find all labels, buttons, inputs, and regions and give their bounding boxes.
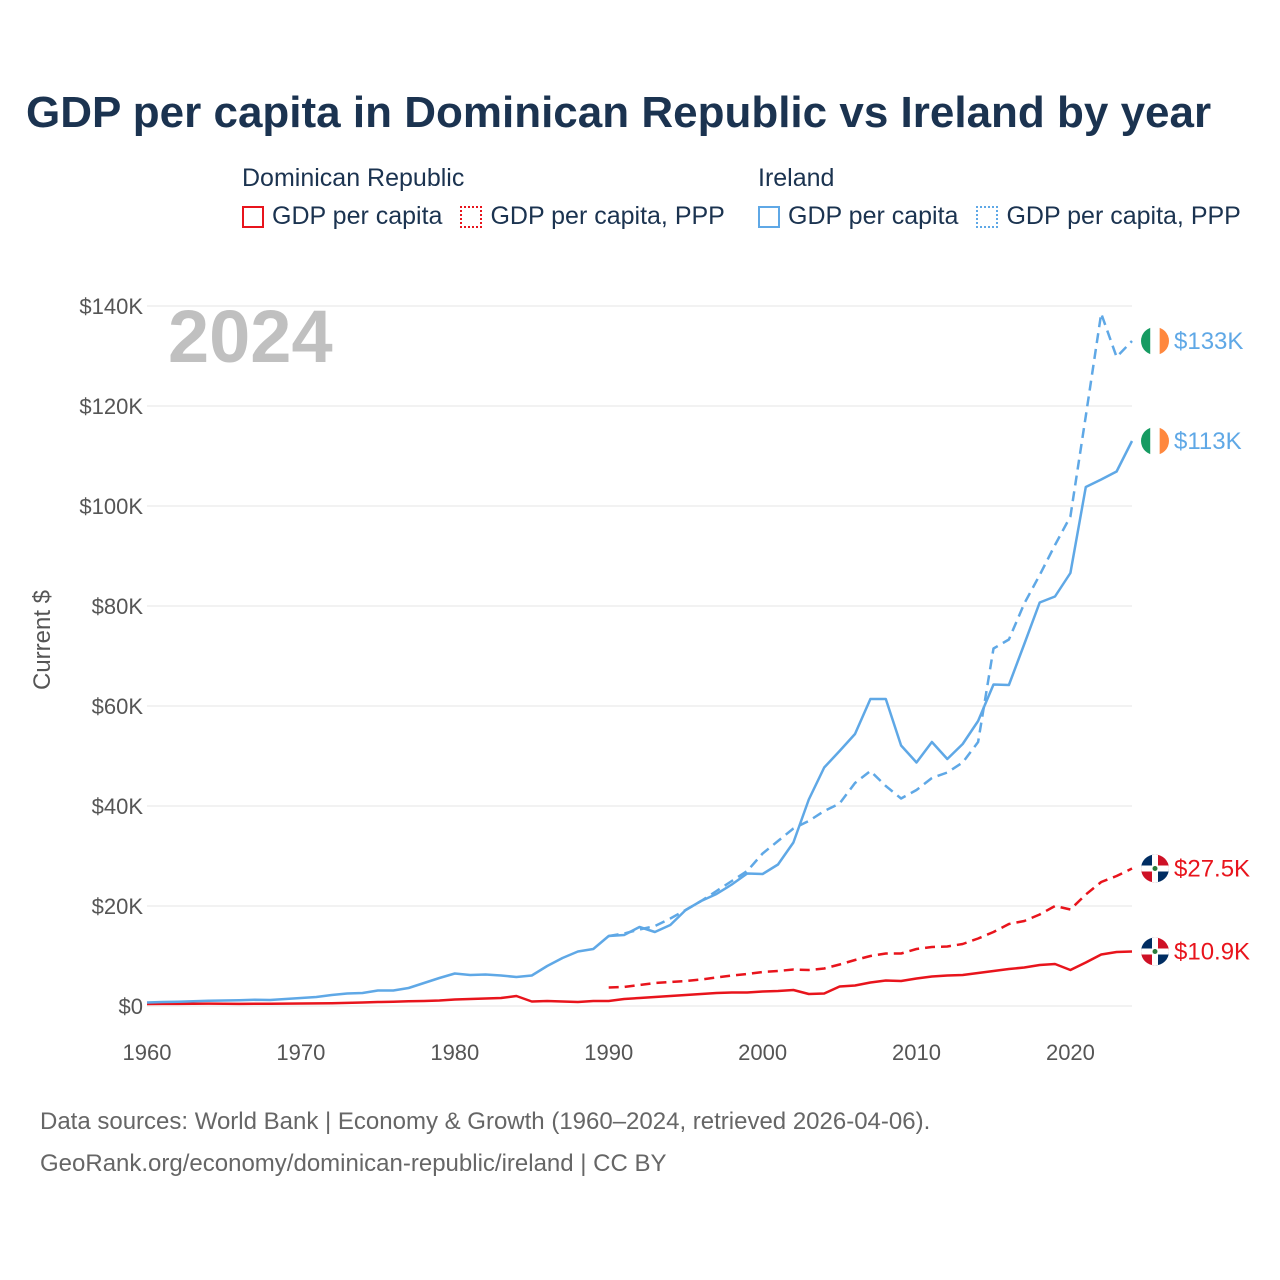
legend-item-ie-gdp[interactable]: GDP per capita xyxy=(758,202,958,231)
legend-item-ie-gdp-ppp[interactable]: GDP per capita, PPP xyxy=(976,202,1241,231)
legend-group-ireland: Ireland GDP per capita GDP per capita, P… xyxy=(758,160,1241,231)
series xyxy=(146,312,1134,1006)
legend-item-dr-gdp[interactable]: GDP per capita xyxy=(242,202,442,231)
ireland-flag-icon xyxy=(1141,427,1169,455)
year-watermark: 2024 xyxy=(168,295,333,378)
series-line xyxy=(608,867,1133,989)
end-value-label: $113K xyxy=(1174,428,1242,455)
y-tick-label: $80K xyxy=(92,594,144,619)
series-line xyxy=(146,440,1134,1004)
footer-attribution[interactable]: GeoRank.org/economy/dominican-republic/i… xyxy=(40,1150,667,1177)
end-value-label: $133K xyxy=(1174,328,1243,355)
x-tick-label: 1960 xyxy=(123,1040,172,1065)
x-tick-label: 1980 xyxy=(430,1040,479,1065)
y-tick-label: $20K xyxy=(92,894,144,919)
ireland-flag-icon xyxy=(1141,327,1169,355)
x-tick-label: 2020 xyxy=(1046,1040,1095,1065)
chart-title: GDP per capita in Dominican Republic vs … xyxy=(26,88,1212,137)
y-tick-label: $120K xyxy=(79,394,143,419)
grid xyxy=(147,305,1132,1007)
legend-label: GDP per capita xyxy=(788,202,959,230)
axes: $0 $20K $40K $60K $80K $100K $120K $140K 1960 197… xyxy=(79,294,1095,1065)
end-value-label: $27.5K xyxy=(1174,856,1250,883)
y-tick-label: $0 xyxy=(119,994,143,1019)
legend-item-dr-gdp-ppp[interactable]: GDP per capita, PPP xyxy=(460,202,725,231)
legend-swatch-dotted xyxy=(460,205,483,228)
y-tick-label: $100K xyxy=(79,494,143,519)
series-line xyxy=(608,312,1133,938)
y-axis-label: Current $ xyxy=(29,590,56,690)
legend-swatch-dotted xyxy=(976,205,999,228)
legend-label: GDP per capita, PPP xyxy=(1006,202,1241,230)
legend-group-title: Dominican Republic xyxy=(242,164,465,192)
x-tick-label: 2010 xyxy=(892,1040,941,1065)
y-tick-label: $40K xyxy=(92,794,144,819)
legend-label: GDP per capita xyxy=(272,202,443,230)
legend-label: GDP per capita, PPP xyxy=(490,202,725,230)
footer-sources: Data sources: World Bank | Economy & Gro… xyxy=(40,1108,931,1135)
end-value-label: $10.9K xyxy=(1174,939,1250,966)
legend-swatch-solid xyxy=(758,205,780,228)
y-tick-label: $60K xyxy=(92,694,144,719)
legend-group-title: Ireland xyxy=(758,164,835,192)
series-line xyxy=(146,950,1133,1006)
legend-group-dominican-republic: Dominican Republic GDP per capita GDP pe… xyxy=(242,160,725,231)
dominican-republic-flag-icon xyxy=(1141,854,1169,883)
x-tick-label: 1970 xyxy=(276,1040,325,1065)
y-tick-label: $140K xyxy=(79,294,143,319)
legend-swatch-solid xyxy=(242,205,264,228)
end-labels: $10.9K $27.5K $113K $133K xyxy=(1141,327,1250,966)
x-tick-label: 2000 xyxy=(738,1040,787,1065)
x-tick-label: 1990 xyxy=(584,1040,633,1065)
dominican-republic-flag-icon xyxy=(1141,937,1169,966)
